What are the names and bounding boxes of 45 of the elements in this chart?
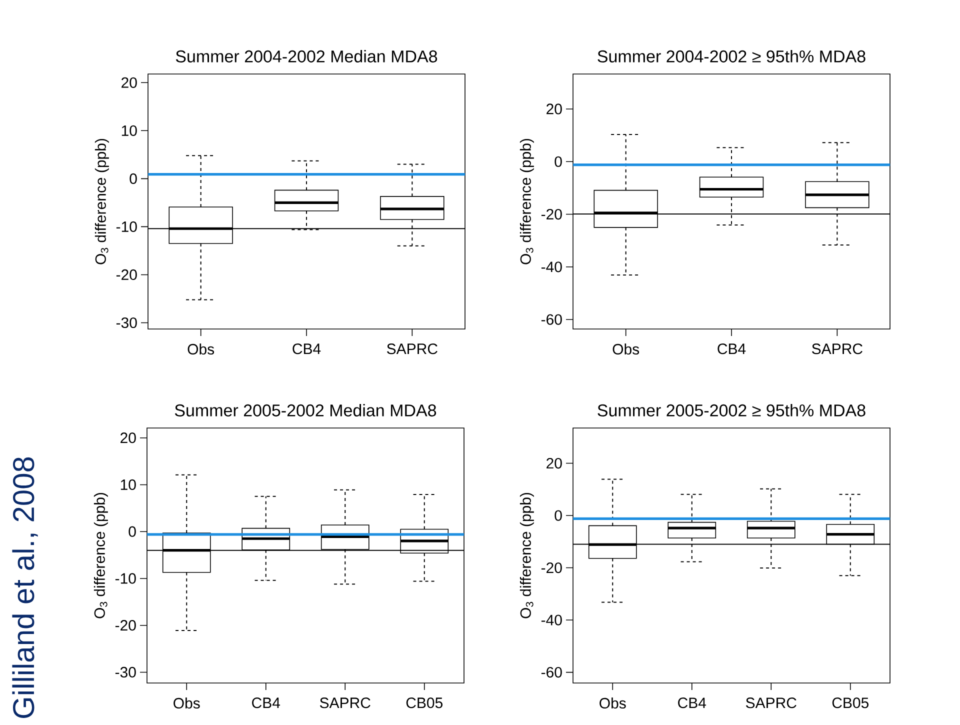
y-tick-label: -40 xyxy=(541,614,562,626)
y-tick-label: 10 xyxy=(120,479,136,490)
chart-title: Summer 2004-2002 ≥ 95th% MDA8 xyxy=(598,50,866,62)
y-tick-label: -10 xyxy=(115,573,136,584)
x-tick-label: Obs xyxy=(174,698,200,709)
y-tick-label: -10 xyxy=(116,221,137,232)
chart-title: Summer 2005-2002 ≥ 95th% MDA8 xyxy=(598,404,866,416)
x-tick-label: CB4 xyxy=(292,344,321,354)
y-tick-label: -30 xyxy=(115,666,136,678)
x-tick-label: SAPRC xyxy=(320,698,370,708)
y-axis-title: O$_{3}$ difference (ppb) xyxy=(520,492,534,618)
y-axis-title: O$_{3}$ difference (ppb) xyxy=(94,492,108,618)
x-tick-label: CB4 xyxy=(252,698,280,708)
x-tick-label: SAPRC xyxy=(812,344,862,354)
y-tick-label: 20 xyxy=(546,104,562,114)
y-tick-label: 0 xyxy=(554,510,562,521)
x-tick-label: CB4 xyxy=(718,344,746,354)
y-tick-label: 20 xyxy=(546,458,562,469)
y-tick-label: -40 xyxy=(541,262,562,272)
x-tick-label: Obs xyxy=(600,698,626,709)
x-tick-label: SAPRC xyxy=(387,344,438,354)
x-tick-label: CB05 xyxy=(832,698,869,708)
y-axis-title: O$_{3}$ difference (ppb) xyxy=(520,138,534,264)
y-tick-label: -20 xyxy=(541,208,562,220)
x-tick-label: SAPRC xyxy=(746,698,796,708)
y-axis-title: O$_{3}$ difference (ppb) xyxy=(94,138,109,264)
y-tick-label: -30 xyxy=(116,317,137,328)
y-tick-label: 10 xyxy=(122,125,137,136)
y-tick-label: 0 xyxy=(130,173,137,184)
y-tick-label: -20 xyxy=(115,620,136,631)
y-tick-label: 20 xyxy=(122,77,137,88)
y-tick-label: 0 xyxy=(128,526,136,537)
chart-title: Summer 2004-2002 Median MDA8 xyxy=(176,50,438,62)
x-tick-label: Obs xyxy=(188,344,214,355)
y-tick-label: 0 xyxy=(554,156,562,167)
y-tick-label: -60 xyxy=(541,314,562,325)
y-tick-label: -20 xyxy=(116,269,137,280)
chart-title: Summer 2005-2002 Median MDA8 xyxy=(174,404,436,416)
text: Gilliland et al., 2008 xyxy=(12,457,38,718)
y-tick-label: 20 xyxy=(120,432,136,444)
x-tick-label: CB05 xyxy=(406,698,443,708)
y-tick-label: -60 xyxy=(541,666,562,678)
x-tick-label: CB4 xyxy=(678,698,706,708)
x-tick-label: Obs xyxy=(612,344,640,355)
y-tick-label: -20 xyxy=(541,562,562,574)
